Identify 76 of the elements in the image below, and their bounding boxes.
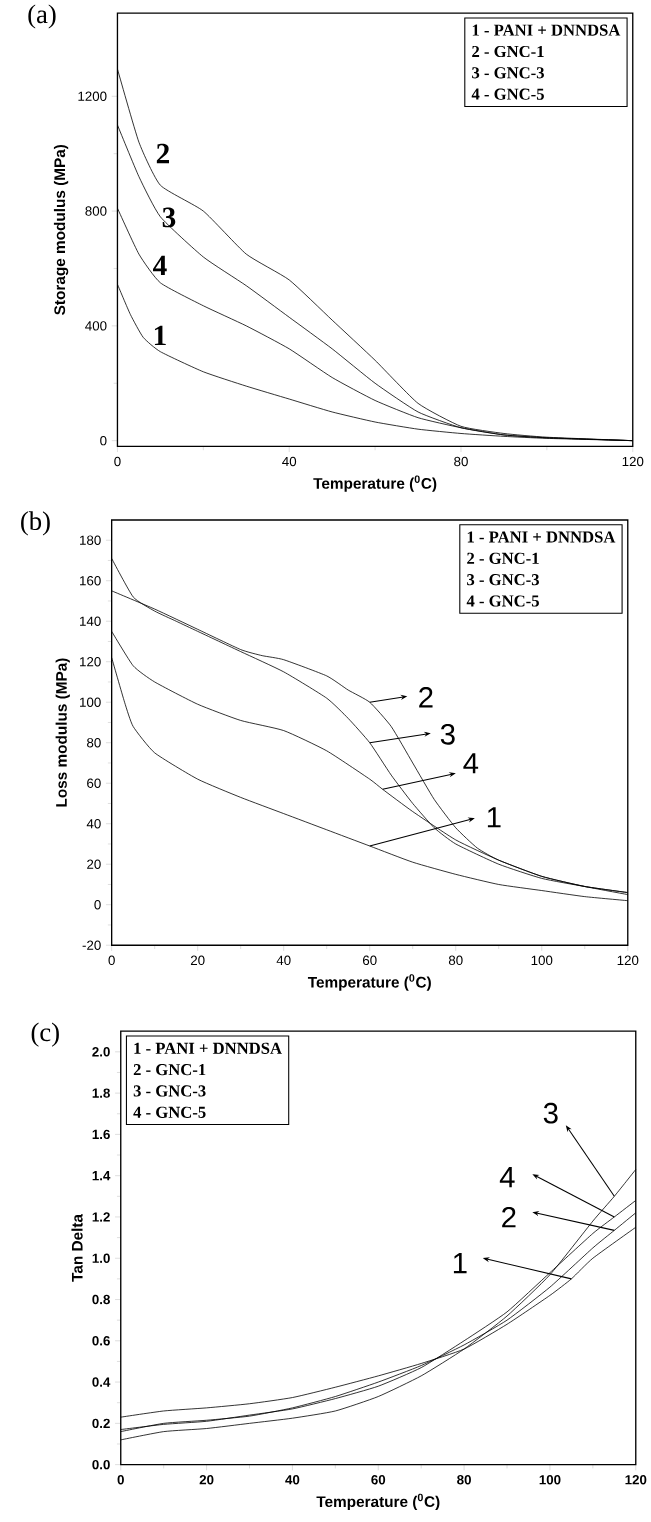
x-tick-label: 100 xyxy=(539,1475,561,1485)
y-tick-label: 800 xyxy=(85,206,107,216)
y-axis-title: Loss modulus (MPa) xyxy=(55,658,70,807)
x-tick-label: 60 xyxy=(362,955,377,966)
x-tick-label: 80 xyxy=(448,955,463,966)
y-tick-label: 0 xyxy=(94,900,101,910)
annotation: 1 - PANI + DNNDSA xyxy=(134,1042,282,1054)
y-tick-label: 0 xyxy=(100,435,107,446)
x-tick-label: 40 xyxy=(281,456,296,467)
chart-title: (a) xyxy=(28,4,56,29)
x-tick-label: 120 xyxy=(617,955,639,966)
y-tick-label: 40 xyxy=(86,819,101,829)
y-tick-label: 80 xyxy=(86,738,101,748)
x-axis-title: Temperature ($^{0}$C) xyxy=(307,974,431,991)
annotation: 4 xyxy=(463,753,478,774)
x-axis-title: Temperature ($^{0}$C) xyxy=(316,1493,440,1511)
annotation: 2 - GNC-1 xyxy=(467,552,539,564)
annotation: 2 - GNC-1 xyxy=(472,45,544,58)
chart-title: (b) xyxy=(20,511,50,536)
annotation: 4 xyxy=(499,1167,515,1188)
annotation: 1 xyxy=(487,807,501,828)
annotation: 2 - GNC-1 xyxy=(133,1064,206,1076)
annotation: 1 xyxy=(453,1253,467,1274)
annotation: 3 xyxy=(440,723,455,745)
x-axis-title: Temperature ($^{0}$C) xyxy=(313,475,437,492)
x-tick-label: 100 xyxy=(531,955,553,966)
annotation: 3 - GNC-3 xyxy=(466,574,539,586)
annotation: 2 xyxy=(156,143,169,164)
y-tick-label: 180 xyxy=(79,535,101,545)
y-tick-label: 0.4 xyxy=(92,1377,111,1387)
y-tick-label: 60 xyxy=(86,778,101,788)
x-tick-label: 40 xyxy=(285,1475,300,1485)
annotation: 3 xyxy=(162,207,176,228)
y-tick-label: 2.0 xyxy=(92,1047,110,1057)
x-tick-label: 120 xyxy=(622,456,644,467)
y-tick-label: 1200 xyxy=(78,91,107,101)
y-tick-label: 140 xyxy=(79,616,101,626)
y-tick-label: 100 xyxy=(79,697,101,707)
x-tick-label: 80 xyxy=(454,456,468,467)
y-tick-label: 1.8 xyxy=(92,1088,110,1098)
x-tick-label: 20 xyxy=(199,1475,214,1485)
annotation: 4 - GNC-5 xyxy=(466,595,539,607)
y-tick-label: -20 xyxy=(82,940,101,950)
y-tick-label: 400 xyxy=(84,321,107,331)
y-tick-label: 160 xyxy=(79,576,101,586)
y-tick-label: 1.0 xyxy=(92,1253,110,1263)
annotation: 4 - GNC-5 xyxy=(471,88,544,100)
x-tick-label: 60 xyxy=(371,1475,385,1485)
y-tick-label: 0.6 xyxy=(92,1336,110,1346)
annotation: 1 - PANI + DNNDSA xyxy=(472,24,621,36)
annotation: 3 - GNC-3 xyxy=(133,1085,206,1097)
chart-title: (c) xyxy=(31,1022,59,1047)
annotation: 3 - GNC-3 xyxy=(471,67,544,79)
x-tick-label: 0 xyxy=(117,1475,124,1485)
annotation: 2 xyxy=(419,687,433,708)
x-tick-label: 80 xyxy=(456,1475,471,1485)
y-tick-label: 1.2 xyxy=(92,1212,110,1222)
y-tick-label: 0.8 xyxy=(92,1294,110,1305)
annotation: 3 xyxy=(543,1102,558,1124)
x-tick-label: 120 xyxy=(625,1475,647,1485)
x-tick-label: 20 xyxy=(190,955,205,966)
x-tick-label: 40 xyxy=(276,955,291,966)
y-tick-label: 20 xyxy=(86,859,101,869)
y-tick-label: 120 xyxy=(79,657,101,667)
y-axis-title: Tan Delta xyxy=(71,1213,83,1282)
y-axis-title: Storage modulus (MPa) xyxy=(53,144,69,315)
annotation: 1 xyxy=(154,325,166,346)
annotation: 1 - PANI + DNNDSA xyxy=(467,531,616,543)
y-tick-label: 1.4 xyxy=(92,1171,111,1181)
y-tick-label: 0.0 xyxy=(92,1459,110,1470)
y-tick-label: 1.6 xyxy=(92,1129,110,1140)
x-tick-label: 0 xyxy=(114,456,121,467)
annotation: 2 xyxy=(501,1206,516,1228)
annotation: 4 xyxy=(152,255,167,276)
annotation: 4 - GNC-5 xyxy=(133,1106,206,1118)
y-tick-label: 0.2 xyxy=(92,1418,110,1429)
